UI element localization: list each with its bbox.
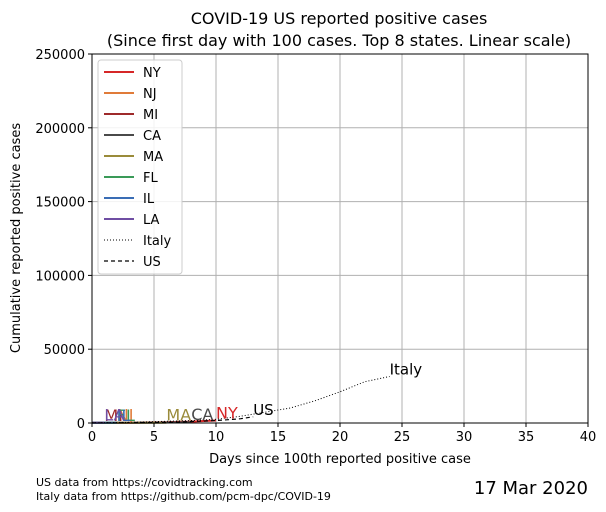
end-label-nj: NJ	[117, 406, 134, 425]
end-label-ny: NY	[216, 403, 238, 422]
x-tick-label: 40	[580, 430, 597, 445]
axis-ticks: 0 5 10 15 20 25 30 35 40 0 50000 100000 150000 200000…	[35, 48, 596, 445]
x-tick-label: 25	[394, 430, 411, 445]
y-tick-label: 250000	[35, 48, 85, 63]
legend-label-nj: NJ	[143, 87, 157, 102]
end-label-ma: MA	[166, 406, 191, 425]
legend-label-mi: MI	[143, 108, 158, 123]
legend-label-ma: MA	[143, 150, 163, 165]
y-tick-label: 0	[77, 417, 85, 432]
x-tick-label: 35	[518, 430, 535, 445]
legend-label-la: LA	[143, 213, 160, 228]
y-tick-label: 150000	[35, 196, 85, 211]
y-axis-label: Cumulative reported positive cases	[9, 123, 24, 353]
chart-subtitle: (Since first day with 100 cases. Top 8 s…	[107, 31, 571, 50]
chart-title: COVID-19 US reported positive cases	[191, 9, 488, 28]
y-tick-label: 100000	[35, 269, 85, 284]
end-label-us: US	[253, 401, 274, 419]
date-stamp: 17 Mar 2020	[474, 478, 588, 499]
x-tick-label: 5	[150, 430, 158, 445]
grid	[91, 53, 589, 424]
x-tick-label: 0	[88, 430, 96, 445]
legend-label-italy: Italy	[143, 234, 172, 249]
legend-label-il: IL	[143, 192, 155, 207]
end-label-italy: Italy	[390, 360, 423, 378]
end-label-fl: FL	[117, 406, 135, 425]
series-line-italy	[91, 376, 390, 424]
x-tick-label: 20	[332, 430, 349, 445]
legend-entries: NY NJ MI CA MA FL IL LA Italy US	[104, 66, 172, 270]
end-label-ca: CA	[191, 405, 213, 424]
series-lines	[91, 376, 390, 424]
y-tick-label: 200000	[35, 122, 85, 137]
legend-label-fl: FL	[143, 171, 158, 186]
x-tick-label: 10	[208, 430, 225, 445]
legend-label-us: US	[143, 255, 161, 270]
end-label-la: LA	[104, 406, 124, 425]
legend-label-ca: CA	[143, 129, 161, 144]
series-line-us	[91, 416, 254, 424]
x-axis-label: Days since 100th reported positive case	[209, 452, 471, 467]
legend-label-ny: NY	[143, 66, 161, 81]
end-label-il: IL	[117, 406, 131, 425]
end-label-mi: MI	[104, 406, 123, 425]
x-tick-label: 15	[270, 430, 287, 445]
footnote-italy-source: Italy data from https://github.com/pcm-d…	[36, 490, 331, 503]
footnote-us-source: US data from https://covidtracking.com	[36, 476, 253, 489]
y-tick-label: 50000	[44, 343, 85, 358]
x-tick-label: 30	[456, 430, 473, 445]
legend: NY NJ MI CA MA FL IL LA Italy US	[97, 59, 183, 275]
